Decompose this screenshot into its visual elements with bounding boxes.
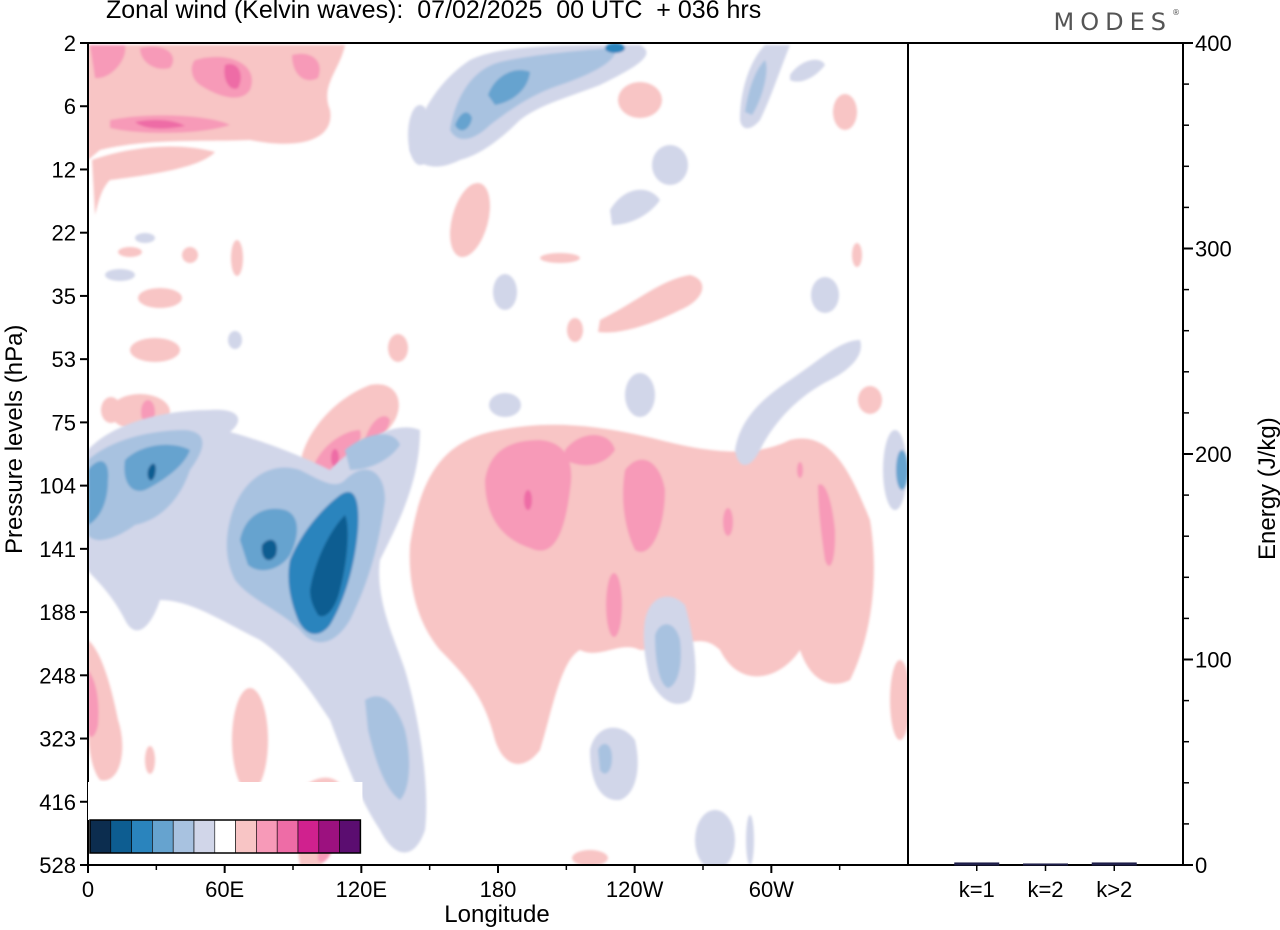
colorbar-swatch bbox=[89, 819, 112, 854]
pressure-tick-label: 12 bbox=[52, 157, 76, 182]
longitude-tick-label: 120E bbox=[336, 877, 387, 902]
colorbar-swatch bbox=[110, 819, 132, 854]
logo-text: MODES bbox=[1053, 8, 1172, 36]
energy-panel: 0 100 200 300 400 k=1 k=2 k>2 Energy (J/kg) bbox=[907, 31, 1280, 902]
longitude-tick-label: 0 bbox=[82, 877, 94, 902]
modes-logo: MODES® bbox=[1054, 8, 1180, 36]
longitude-tick-label: 60W bbox=[749, 877, 794, 902]
colorbar-swatch bbox=[297, 819, 320, 854]
pressure-tick-label: 22 bbox=[52, 221, 76, 246]
pressure-tick-label: 104 bbox=[39, 474, 76, 499]
energy-tick-label: 100 bbox=[1195, 648, 1232, 673]
pressure-tick-label: 323 bbox=[39, 727, 76, 752]
pressure-tick-label: 416 bbox=[39, 790, 76, 815]
negative-region-upper-east bbox=[410, 43, 825, 167]
pressure-tick-label: 35 bbox=[52, 284, 76, 309]
energy-tick-label: 200 bbox=[1195, 442, 1232, 467]
colorbar-swatch bbox=[193, 819, 216, 854]
longitude-axis: 0 60E 120E 180 120W 60W bbox=[82, 865, 841, 902]
pressure-axis-title: Pressure levels (hPa) bbox=[1, 325, 28, 554]
colorbar-swatches bbox=[88, 782, 363, 854]
pressure-axis: 2 6 12 22 35 53 75 104 141 188 248 323 416 528 bbox=[39, 31, 88, 878]
negative-blobs-mid bbox=[105, 105, 908, 865]
energy-tick-label: 400 bbox=[1195, 31, 1232, 56]
colorbar-swatch bbox=[214, 819, 236, 854]
energy-category-label: k=1 bbox=[959, 877, 995, 902]
positive-blobs-mid bbox=[101, 82, 882, 430]
colorbar-label-background bbox=[88, 782, 363, 820]
pressure-tick-label: 53 bbox=[52, 347, 76, 372]
colorbar-swatch bbox=[276, 819, 299, 854]
pressure-tick-label: 188 bbox=[39, 600, 76, 625]
energy-axis-title: Energy (J/kg) bbox=[1254, 417, 1280, 560]
colorbar-swatch bbox=[172, 819, 195, 854]
energy-bar bbox=[954, 862, 1000, 866]
pressure-tick-label: 75 bbox=[52, 410, 76, 435]
energy-frame bbox=[907, 42, 1184, 866]
longitude-axis-title: Longitude bbox=[444, 901, 549, 928]
energy-categories: k=1 k=2 k>2 bbox=[959, 865, 1132, 902]
colorbar-swatch bbox=[152, 819, 174, 854]
colorbar-swatch bbox=[318, 819, 340, 854]
positive-band-90e bbox=[300, 384, 399, 487]
pressure-tick-label: 6 bbox=[64, 94, 76, 119]
longitude-tick-label: 60E bbox=[205, 877, 244, 902]
negative-region-lower-pacific bbox=[590, 596, 696, 801]
positive-region-pacific bbox=[409, 424, 874, 764]
energy-bar bbox=[1023, 863, 1068, 866]
colorbar-swatch bbox=[131, 819, 153, 854]
longitude-tick-label: 180 bbox=[480, 877, 517, 902]
energy-bar bbox=[1091, 862, 1137, 866]
positive-region-upper-west bbox=[88, 45, 345, 215]
negative-region-west-core bbox=[88, 409, 427, 853]
colorbar-swatch bbox=[339, 819, 361, 854]
colorbar-border bbox=[89, 819, 362, 854]
colorbar-swatch bbox=[256, 819, 278, 854]
colorbar: -12-8-404812 bbox=[88, 782, 363, 854]
colorbar-swatch bbox=[235, 819, 257, 854]
wind-heatmap bbox=[88, 43, 908, 865]
chart-title: Zonal wind (Kelvin waves): 07/02/2025 00… bbox=[106, 0, 762, 24]
energy-category-label: k=2 bbox=[1027, 877, 1063, 902]
pressure-tick-label: 141 bbox=[39, 537, 76, 562]
longitude-tick-label: 120W bbox=[606, 877, 664, 902]
registered-mark-icon: ® bbox=[1172, 8, 1180, 17]
energy-axis: 0 100 200 300 400 bbox=[1183, 31, 1232, 878]
pressure-tick-label: 528 bbox=[39, 853, 76, 878]
energy-tick-label: 0 bbox=[1195, 853, 1207, 878]
energy-tick-label: 300 bbox=[1195, 237, 1232, 262]
pressure-tick-label: 2 bbox=[64, 31, 76, 56]
pressure-tick-label: 248 bbox=[39, 663, 76, 688]
energy-category-label: k>2 bbox=[1096, 877, 1132, 902]
